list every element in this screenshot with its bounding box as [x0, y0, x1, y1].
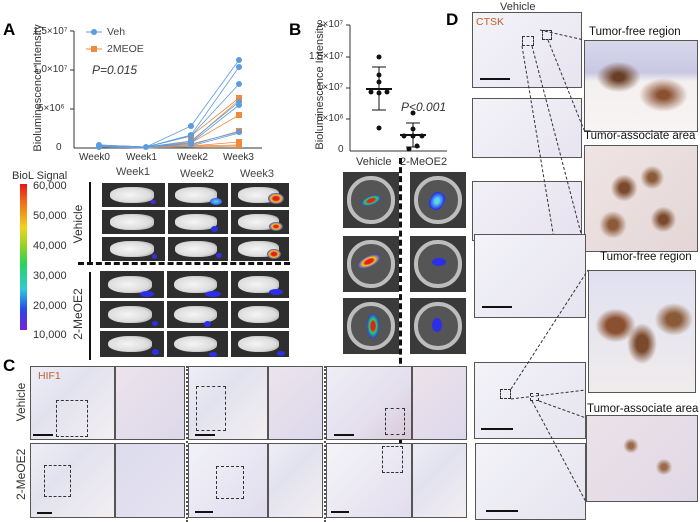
col-week3: Week3	[240, 168, 275, 180]
d-vehicle-title: Vehicle	[500, 1, 536, 13]
colorbar-title: BioL Signal	[12, 170, 68, 182]
d-meoe-zoom-label-2: Tumor-associate area	[587, 403, 699, 415]
b-ytick-1: 1.5×10⁷	[309, 51, 344, 62]
b-ytick-0: 2×10⁷	[317, 19, 344, 30]
a-xtick-1: Week1	[126, 152, 157, 163]
b-ytick-3: 5×10⁶	[317, 113, 344, 124]
a-xtick-3: Week3	[223, 152, 254, 163]
cb-tick-4: 20,000	[33, 300, 67, 312]
a-line-plot	[70, 29, 262, 150]
d-veh-zoom-label-1: Tumor-free region	[589, 26, 681, 38]
group-divider	[78, 262, 290, 265]
d-stain-label: CTSK	[476, 16, 505, 28]
a-ytick-1: 1.0×10⁷	[33, 64, 68, 75]
row-vehicle: Vehicle	[71, 204, 85, 244]
panel-d-label: D	[446, 10, 459, 29]
a-ytick-0: 1.5×10⁷	[33, 26, 68, 37]
d-veh-zoom-lines	[521, 29, 585, 246]
panel-a-label: A	[3, 20, 16, 39]
a-pvalue: P=0.015	[92, 63, 138, 77]
a-xtick-2: Week2	[177, 152, 208, 163]
cb-tick-5: 10,000	[33, 329, 67, 341]
b-ytick-2: 1×10⁷	[317, 82, 344, 93]
cb-tick-2: 40,000	[33, 240, 67, 252]
col-week1: Week1	[116, 166, 151, 178]
vehicle-bracket	[89, 182, 91, 262]
d-meoe-zoom-label-1: Tumor-free region	[600, 251, 692, 263]
panel-c-label: C	[3, 356, 16, 375]
legend-veh: Veh	[107, 26, 126, 38]
b-xtick-vehicle: Vehicle	[356, 156, 392, 168]
b-group-divider	[399, 158, 402, 518]
b-scatter-plot	[346, 24, 447, 152]
cb-tick-0: 60,000	[33, 180, 67, 192]
c-row-2meoe2: 2-MeOE2	[14, 448, 28, 500]
b-pvalue: P<0.001	[401, 100, 447, 114]
c-stain-label: HIF1	[38, 370, 61, 382]
d-meoe-zoom-lines	[510, 269, 589, 503]
col-week2: Week2	[180, 168, 215, 180]
a-xtick-0: Week0	[79, 152, 110, 163]
cb-tick-1: 50,000	[33, 210, 67, 222]
colorbar-gradient	[20, 184, 27, 330]
b-xtick-2meoe2: 2-MeOE2	[400, 156, 448, 168]
c-row-vehicle: Vehicle	[14, 382, 28, 422]
2meoe2-bracket	[89, 272, 91, 360]
a-ytick-3: 0	[56, 142, 62, 153]
b-ytick-4: 0	[338, 144, 344, 155]
a-ytick-2: 5×10⁶	[38, 103, 65, 114]
row-2meoe2: 2-MeOE2	[71, 288, 85, 340]
d-veh-zoom-label-2: Tumor-associate area	[584, 130, 696, 142]
legend-2meoe: 2MEOE	[107, 43, 144, 55]
panel-b-label: B	[289, 20, 302, 39]
cb-tick-3: 30,000	[33, 270, 67, 282]
